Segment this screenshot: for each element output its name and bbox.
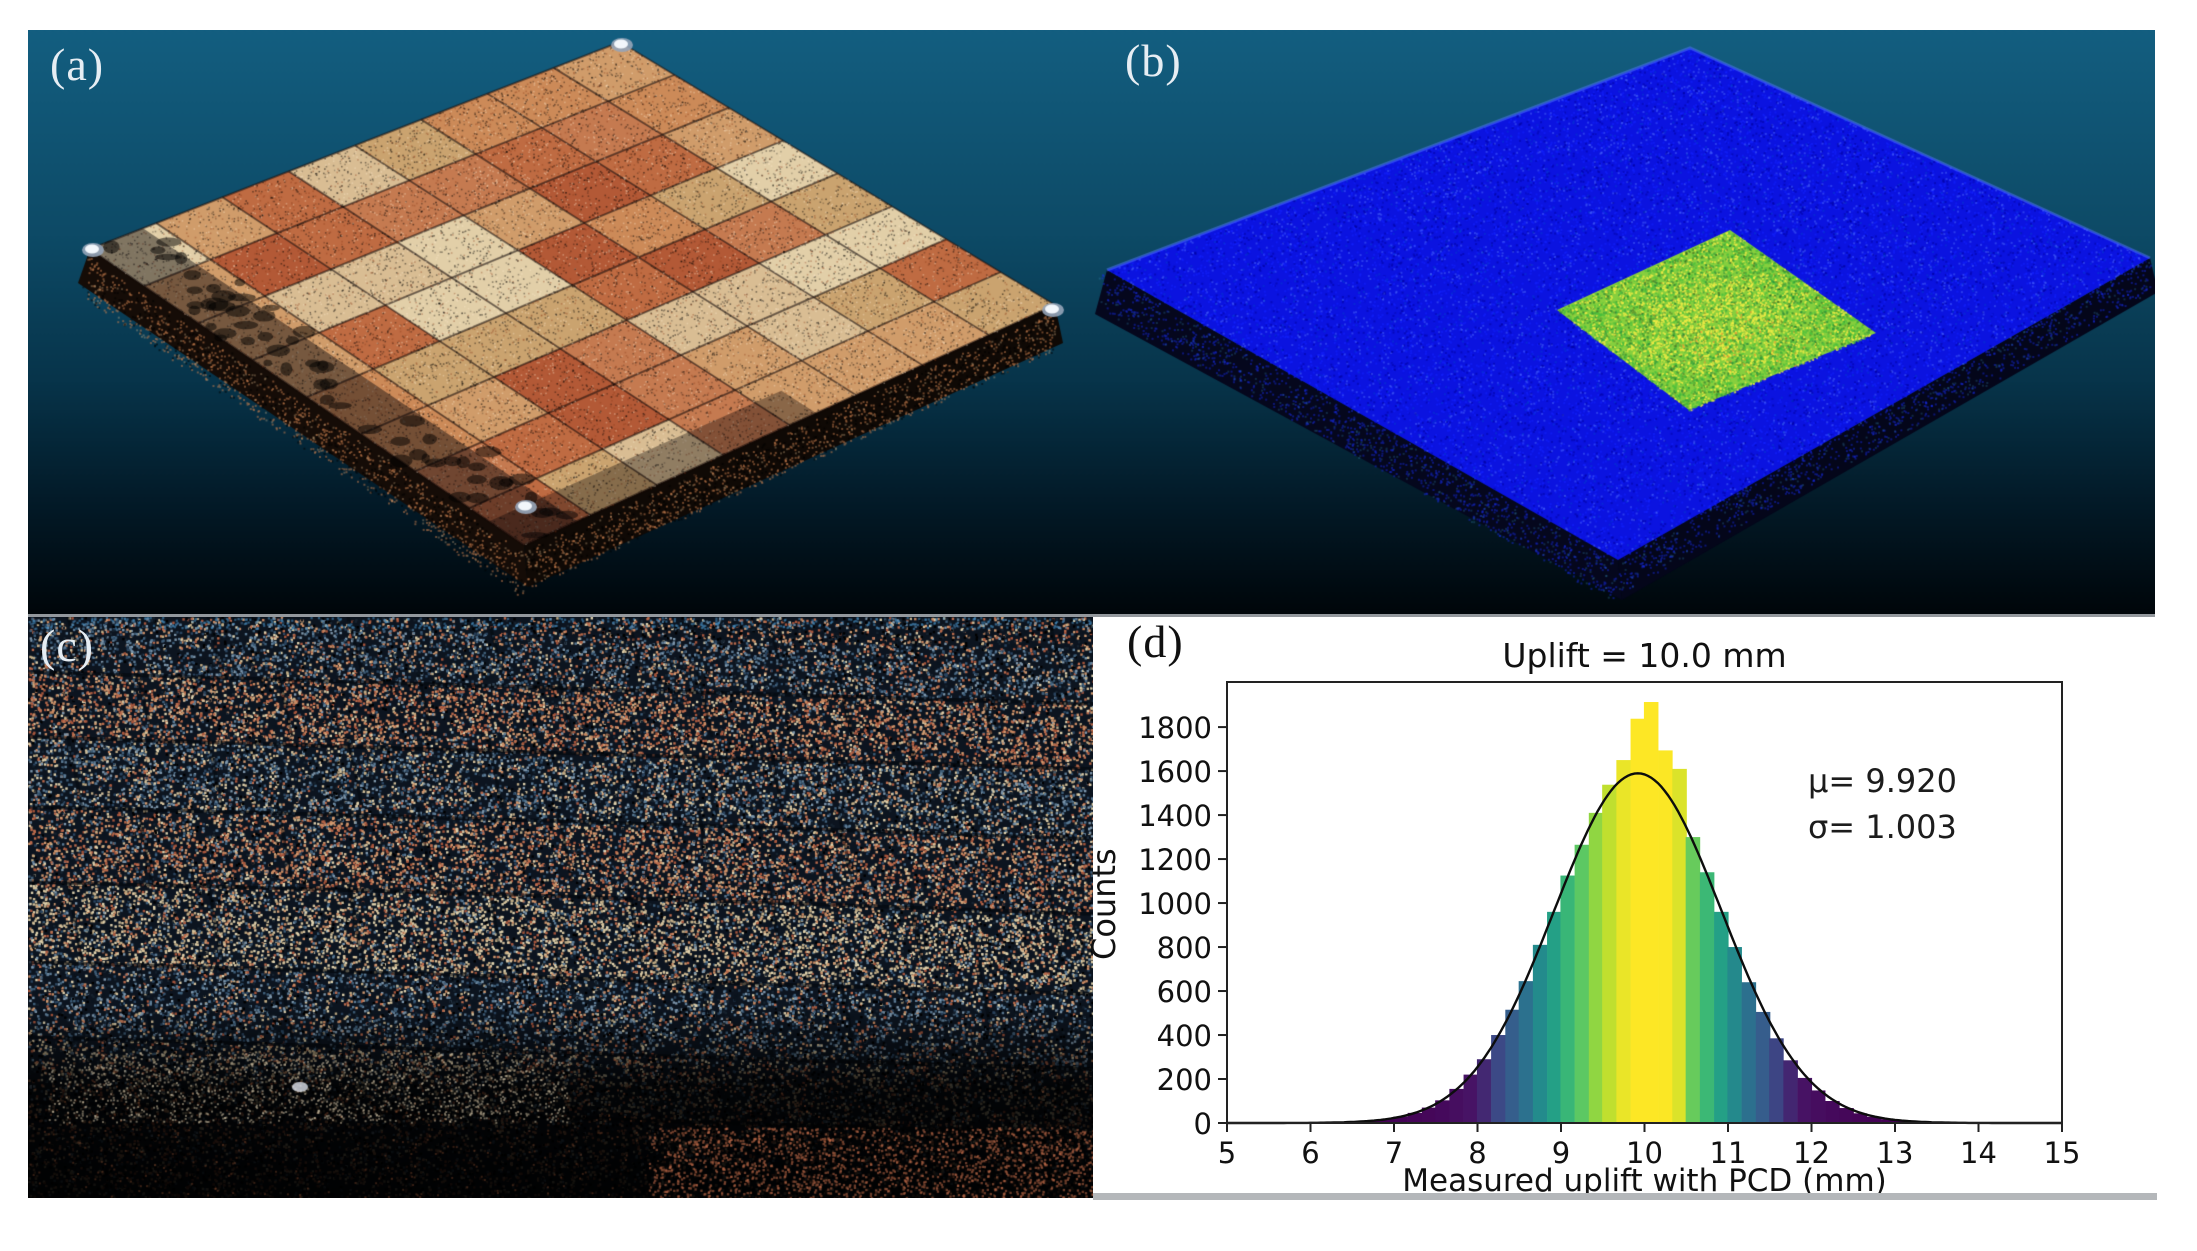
histogram-bar bbox=[1407, 1112, 1423, 1123]
histogram-bar bbox=[1505, 1009, 1520, 1123]
x-tick-label: 10 bbox=[1626, 1136, 1663, 1170]
x-tick-label: 8 bbox=[1468, 1136, 1486, 1170]
x-tick-label: 11 bbox=[1710, 1136, 1747, 1170]
histogram-bar bbox=[1393, 1116, 1408, 1123]
histogram-bar bbox=[1727, 947, 1742, 1123]
histogram-bar bbox=[1616, 760, 1631, 1123]
histogram-bar bbox=[1435, 1100, 1450, 1123]
histogram-bar bbox=[1476, 1059, 1492, 1123]
histogram-bar bbox=[1630, 718, 1646, 1123]
histogram-bar bbox=[1894, 1120, 1909, 1123]
histogram-bar bbox=[1449, 1088, 1464, 1123]
histogram-bar bbox=[1588, 812, 1604, 1123]
x-tick-label: 7 bbox=[1385, 1136, 1403, 1170]
x-tick-label: 13 bbox=[1877, 1136, 1914, 1170]
fit-sigma-value: σ= 1.003 bbox=[1808, 808, 1957, 846]
histogram-bar bbox=[1769, 1038, 1784, 1123]
x-tick-label: 15 bbox=[2044, 1136, 2081, 1170]
y-tick-label: 200 bbox=[1157, 1063, 1212, 1097]
panel-a-b-point-cloud-canvas bbox=[28, 30, 2155, 614]
panel-c-label: (c) bbox=[40, 620, 95, 671]
y-tick-label: 1400 bbox=[1138, 799, 1212, 833]
histogram-bar bbox=[1574, 844, 1590, 1123]
x-tick-label: 12 bbox=[1793, 1136, 1830, 1170]
histogram-bar bbox=[1866, 1116, 1882, 1123]
histogram-bar bbox=[1658, 750, 1673, 1123]
fit-annotation: μ= 9.920 σ= 1.003 bbox=[1808, 758, 1957, 850]
histogram-bar bbox=[1491, 1035, 1506, 1123]
histogram-bar bbox=[1755, 1011, 1771, 1123]
y-tick-label: 1600 bbox=[1138, 755, 1212, 789]
histogram-bar bbox=[1839, 1108, 1854, 1123]
histogram-bar bbox=[1518, 981, 1534, 1123]
y-tick-label: 600 bbox=[1157, 975, 1212, 1009]
histogram-bar bbox=[1699, 872, 1715, 1123]
histogram-bar bbox=[1532, 944, 1548, 1123]
y-tick-label: 1000 bbox=[1138, 887, 1212, 921]
histogram-bar bbox=[1463, 1074, 1479, 1123]
histogram-bar bbox=[1825, 1101, 1840, 1123]
y-tick-label: 1200 bbox=[1138, 843, 1212, 877]
x-tick-label: 5 bbox=[1218, 1136, 1236, 1170]
y-tick-label: 800 bbox=[1157, 931, 1212, 965]
panel-b-label: (b) bbox=[1125, 35, 1182, 86]
panel-a-label: (a) bbox=[50, 39, 105, 90]
histogram-bar bbox=[1602, 784, 1617, 1123]
x-tick-label: 14 bbox=[1960, 1136, 1997, 1170]
fit-mu-value: μ= 9.920 bbox=[1808, 762, 1957, 800]
histogram-bar bbox=[1643, 702, 1659, 1123]
y-axis-label: Counts bbox=[1085, 848, 1123, 960]
histogram-bar bbox=[1783, 1060, 1798, 1123]
histogram-svg: 0 200 400 600 800 1000 1200 1400 1600 1800 5 6 7 8 9 10… bbox=[1138, 681, 2081, 1170]
panel-c-closeup-image: (c) bbox=[28, 617, 1093, 1198]
histogram-bar bbox=[1380, 1119, 1395, 1123]
histogram-bar bbox=[1560, 875, 1575, 1123]
histogram-bar bbox=[1714, 911, 1729, 1123]
histogram-bar bbox=[1741, 982, 1757, 1123]
top-point-cloud-image: (a) (b) bbox=[28, 30, 2155, 617]
histogram-bar bbox=[1547, 911, 1562, 1123]
histogram-bar bbox=[1685, 837, 1701, 1123]
histogram-bar bbox=[1881, 1119, 1896, 1123]
histogram-bar bbox=[1797, 1077, 1813, 1123]
chart-title: Uplift = 10.0 mm bbox=[1502, 636, 1787, 675]
panel-d-label: (d) bbox=[1127, 616, 1184, 667]
y-tick-label: 1800 bbox=[1138, 711, 1212, 745]
panel-d-histogram: 0 200 400 600 800 1000 1200 1400 1600 1800 5 6 7 8 9 10… bbox=[1085, 616, 2197, 1200]
histogram-bar bbox=[1421, 1107, 1437, 1123]
x-tick-label: 9 bbox=[1552, 1136, 1570, 1170]
histogram-bar bbox=[1810, 1090, 1826, 1123]
panel-c-point-cloud-canvas bbox=[28, 617, 1093, 1198]
histogram-bar bbox=[1672, 768, 1687, 1123]
histogram-bar bbox=[1852, 1113, 1868, 1123]
y-tick-label: 0 bbox=[1194, 1107, 1212, 1141]
figure-bottom-divider bbox=[1093, 1193, 2157, 1200]
gaussian-fit-curve bbox=[1227, 772, 2062, 1125]
y-tick-label: 400 bbox=[1157, 1019, 1212, 1053]
x-tick-label: 6 bbox=[1301, 1136, 1319, 1170]
